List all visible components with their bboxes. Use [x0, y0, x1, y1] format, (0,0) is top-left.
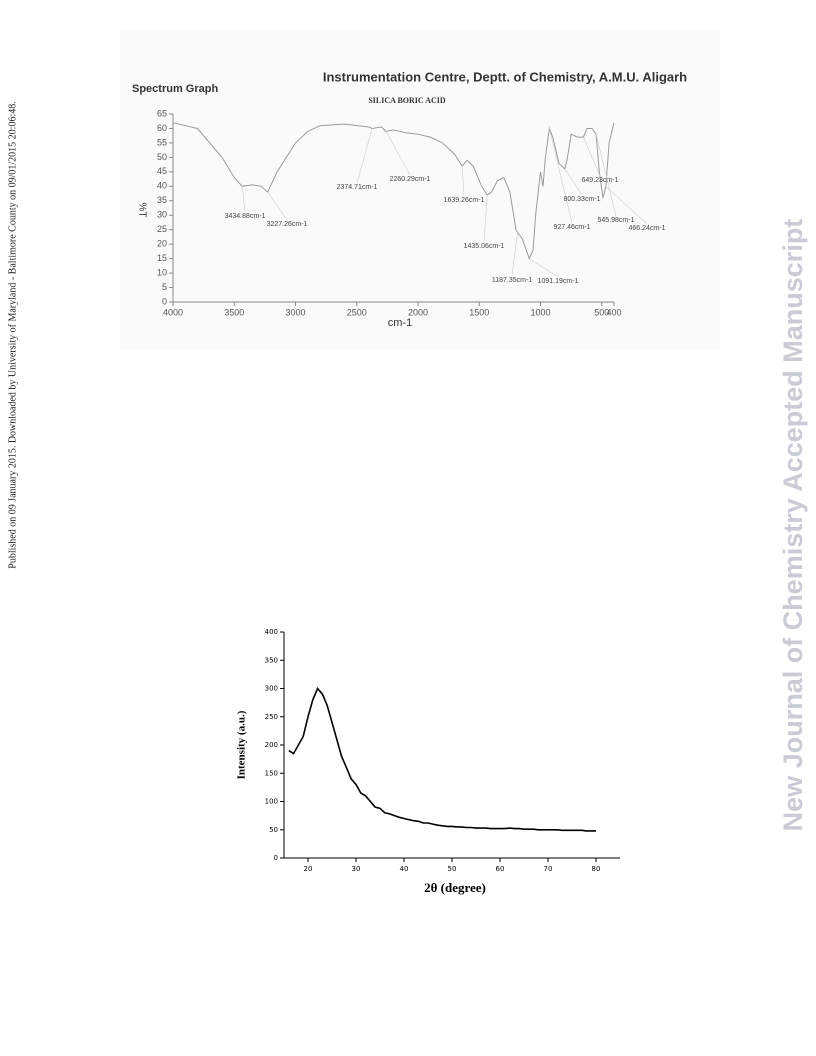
- annotation-leader: [605, 186, 648, 225]
- x-tick-label: 2000: [408, 307, 428, 317]
- y-tick-label: 55: [157, 137, 167, 147]
- annotation: 3227.26cm-1: [267, 221, 308, 228]
- x-tick-label: 70: [544, 865, 553, 873]
- annotation-leader: [511, 232, 518, 277]
- y-tick-label: 100: [265, 798, 278, 806]
- figure-background: [120, 30, 720, 350]
- annotation: 1187.35cm-1: [492, 277, 532, 284]
- x-tick-label: 400: [606, 307, 621, 317]
- annotation-leader: [461, 166, 465, 197]
- annotation-leader: [564, 168, 583, 196]
- y-tick-label: 25: [157, 224, 167, 234]
- y-tick-label: 40: [157, 181, 167, 191]
- data-line: [172, 122, 615, 260]
- y-tick-label: 20: [157, 239, 167, 249]
- y-tick-label: 250: [265, 713, 278, 721]
- data-line: [288, 687, 596, 832]
- x-tick-label: 30: [352, 865, 361, 873]
- annotation: 649.23cm-1: [582, 177, 619, 184]
- y-tick-label: 65: [157, 108, 167, 118]
- x-tick-label: 20: [304, 865, 313, 873]
- y-tick-label: 150: [265, 769, 278, 777]
- annotation-leader: [595, 134, 617, 217]
- x-axis-label: cm-1: [388, 317, 412, 329]
- annotation-leader: [583, 137, 601, 177]
- annotation-leader: [267, 191, 288, 221]
- chart-subtitle: SILICA BORIC ACID: [368, 96, 446, 105]
- annotation: 545.98cm-1: [598, 217, 635, 224]
- x-tick-label: 2500: [347, 307, 367, 317]
- y-tick-label: 200: [265, 741, 278, 749]
- chart-label: Spectrum Graph: [132, 83, 218, 95]
- x-tick-label: 1500: [469, 307, 489, 317]
- annotation-leader: [483, 194, 488, 243]
- x-tick-label: 3000: [285, 307, 305, 317]
- annotation: 927.46cm-1: [554, 224, 591, 231]
- y-tick-label: 10: [157, 267, 167, 277]
- y-tick-label: 45: [157, 166, 167, 176]
- x-tick-label: 40: [400, 865, 409, 873]
- y-axis-label: Intensity (a.u.): [236, 710, 248, 779]
- side-note: Published on 09 January 2015. Downloaded…: [7, 101, 18, 568]
- annotation-leader: [241, 186, 246, 213]
- y-axis-label: %T: [136, 203, 147, 218]
- y-tick-label: 30: [157, 210, 167, 220]
- y-tick-label: 350: [265, 656, 278, 664]
- x-tick-label: 80: [592, 865, 601, 873]
- x-tick-label: 60: [496, 865, 505, 873]
- chart-title: Instrumentation Centre, Deptt. of Chemis…: [323, 69, 687, 84]
- y-tick-label: 50: [269, 826, 278, 834]
- annotation: 1435.06cm-1: [464, 243, 505, 250]
- y-tick-label: 15: [157, 253, 167, 263]
- x-tick-label: 50: [448, 865, 457, 873]
- x-tick-label: 3500: [224, 307, 244, 317]
- annotation: 1091.19cm-1: [538, 278, 579, 285]
- y-tick-label: 50: [157, 152, 167, 162]
- annotation-leader: [529, 258, 559, 278]
- annotation: 3434.88cm-1: [225, 213, 266, 220]
- y-tick-label: 0: [162, 296, 167, 306]
- y-tick-label: 60: [157, 123, 167, 133]
- x-axis-label: 2θ (degree): [424, 880, 486, 895]
- annotation: 466.24cm-1: [629, 225, 666, 232]
- y-tick-label: 400: [265, 628, 278, 636]
- y-tick-label: 5: [162, 282, 167, 292]
- annotation-leader: [385, 131, 411, 176]
- x-tick-label: 500: [594, 307, 609, 317]
- y-tick-label: 35: [157, 195, 167, 205]
- y-tick-label: 300: [265, 685, 278, 693]
- annotation: 2374.71cm-1: [337, 184, 378, 191]
- annotation: 2260.29cm-1: [390, 176, 431, 183]
- annotation: 1639.26cm-1: [444, 197, 485, 204]
- y-tick-label: 0: [274, 854, 278, 862]
- annotation-leader: [549, 128, 573, 224]
- x-tick-label: 1000: [530, 307, 550, 317]
- x-tick-label: 4000: [163, 307, 183, 317]
- watermark: New Journal of Chemistry Accepted Manusc…: [778, 219, 808, 832]
- annotation-leader: [356, 128, 373, 184]
- annotation: 800.33cm-1: [564, 196, 601, 203]
